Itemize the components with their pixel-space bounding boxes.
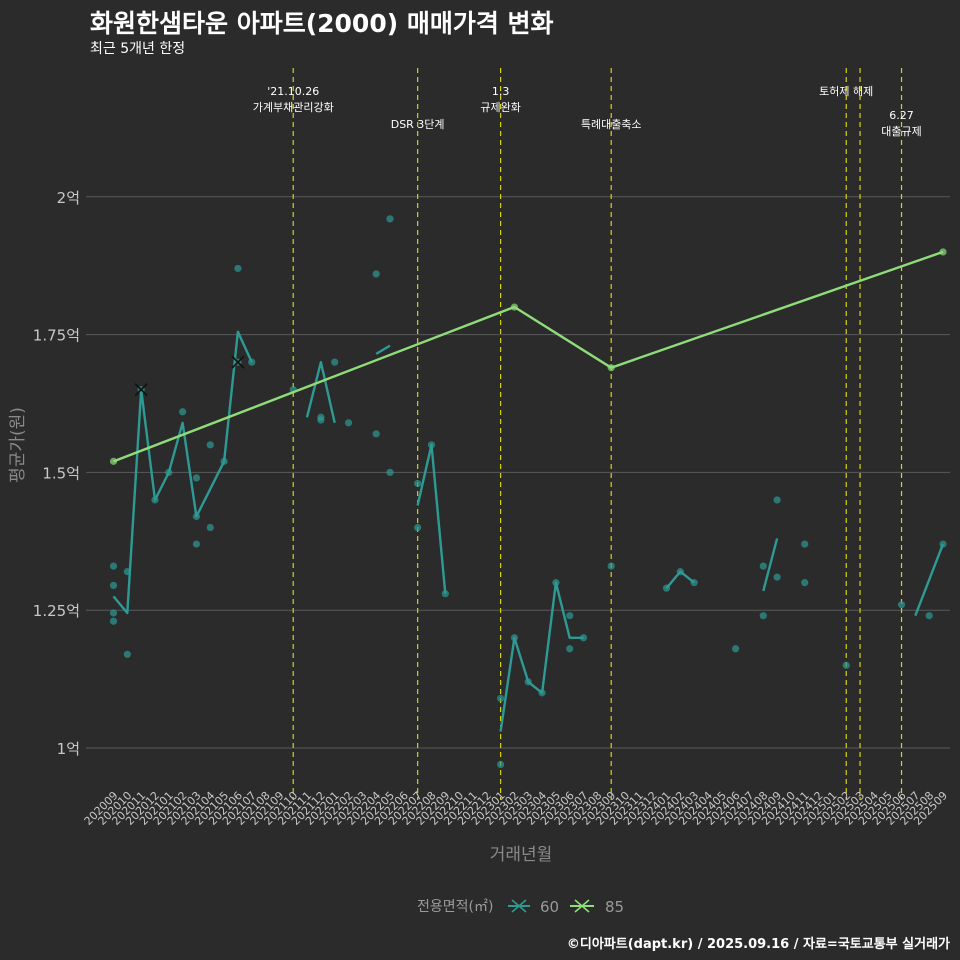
event-label: 1.3 — [492, 85, 510, 98]
data-point — [206, 441, 214, 449]
y-tick-label: 1억 — [57, 740, 80, 758]
data-point — [759, 562, 767, 570]
data-point — [842, 661, 850, 669]
series-layer — [109, 215, 947, 769]
data-point — [109, 581, 118, 589]
data-point — [234, 264, 242, 273]
y-tick-label: 1.25억 — [33, 602, 80, 620]
y-axis: 1억 1.25억 1.5억 1.75억 2억 — [33, 189, 80, 758]
data-point — [372, 270, 380, 278]
data-point — [414, 479, 422, 488]
data-point — [109, 609, 118, 617]
y-axis-label: 평균가(원) — [8, 407, 28, 483]
data-point — [801, 540, 809, 548]
data-point — [897, 601, 906, 609]
data-point — [192, 540, 201, 548]
cross-marker — [134, 383, 148, 397]
legend: 전용면적(㎡) 60 85 — [417, 898, 624, 916]
series-line — [914, 543, 945, 617]
legend-title: 전용면적(㎡) — [417, 899, 493, 915]
data-point — [773, 496, 781, 504]
series-line — [113, 250, 944, 463]
x-axis-label: 거래년월 — [490, 845, 553, 865]
y-tick-label: 1.5억 — [42, 464, 80, 482]
data-point — [732, 645, 740, 653]
event-label: DSR 3단계 — [391, 118, 445, 131]
event-label: 6.27 — [889, 109, 914, 122]
data-point — [317, 416, 325, 424]
series-60 — [109, 215, 947, 769]
data-point — [386, 215, 394, 223]
chart-subtitle: 최근 5개년 한정 — [90, 41, 186, 57]
data-point — [925, 612, 933, 620]
data-point — [344, 419, 353, 427]
grid-lines — [86, 196, 950, 749]
data-point — [179, 408, 187, 416]
cross-marker — [231, 355, 245, 369]
series-line — [499, 581, 584, 732]
data-point — [497, 694, 505, 702]
data-point — [414, 523, 422, 532]
series-line — [665, 570, 695, 589]
data-point — [109, 562, 118, 570]
data-point — [386, 468, 394, 476]
event-label: '21.10.26 — [267, 85, 319, 98]
y-tick-label: 2억 — [57, 189, 80, 207]
data-point — [773, 573, 781, 581]
y-tick-label: 1.75억 — [33, 327, 80, 345]
legend-label-85: 85 — [605, 898, 624, 916]
data-point — [607, 562, 615, 570]
event-label: 규제완화 — [480, 101, 520, 114]
series-line — [416, 443, 447, 594]
data-point — [109, 617, 118, 625]
data-point — [192, 474, 201, 482]
data-point — [579, 634, 588, 642]
event-label: 대출규제 — [881, 125, 921, 138]
data-point — [801, 579, 809, 587]
series-line — [305, 361, 336, 424]
chart-title: 화원한샘타운 아파트(2000) 매매가격 변화 — [90, 9, 554, 38]
event-label: 가계부채관리강화 — [253, 101, 334, 114]
source-caption: ©디아파트(dapt.kr) / 2025.09.16 / 자료=국토교통부 실… — [566, 937, 950, 952]
event-label: 특례대출축소 — [581, 118, 642, 131]
data-point — [497, 760, 505, 769]
data-point — [372, 430, 380, 438]
x-axis: 2020092020102020112020122021012021022021… — [82, 789, 950, 828]
data-point — [206, 523, 214, 532]
series-85 — [109, 248, 947, 465]
data-point — [759, 612, 767, 620]
data-point — [566, 612, 574, 620]
data-point — [566, 645, 574, 653]
series-line — [375, 344, 391, 355]
legend-label-60: 60 — [540, 898, 559, 916]
legend-key-60 — [508, 899, 530, 913]
data-point — [123, 650, 131, 658]
event-label: 토허제 해제 — [819, 84, 873, 98]
series-line — [762, 538, 779, 592]
legend-key-85 — [570, 899, 594, 913]
data-point — [331, 358, 339, 366]
